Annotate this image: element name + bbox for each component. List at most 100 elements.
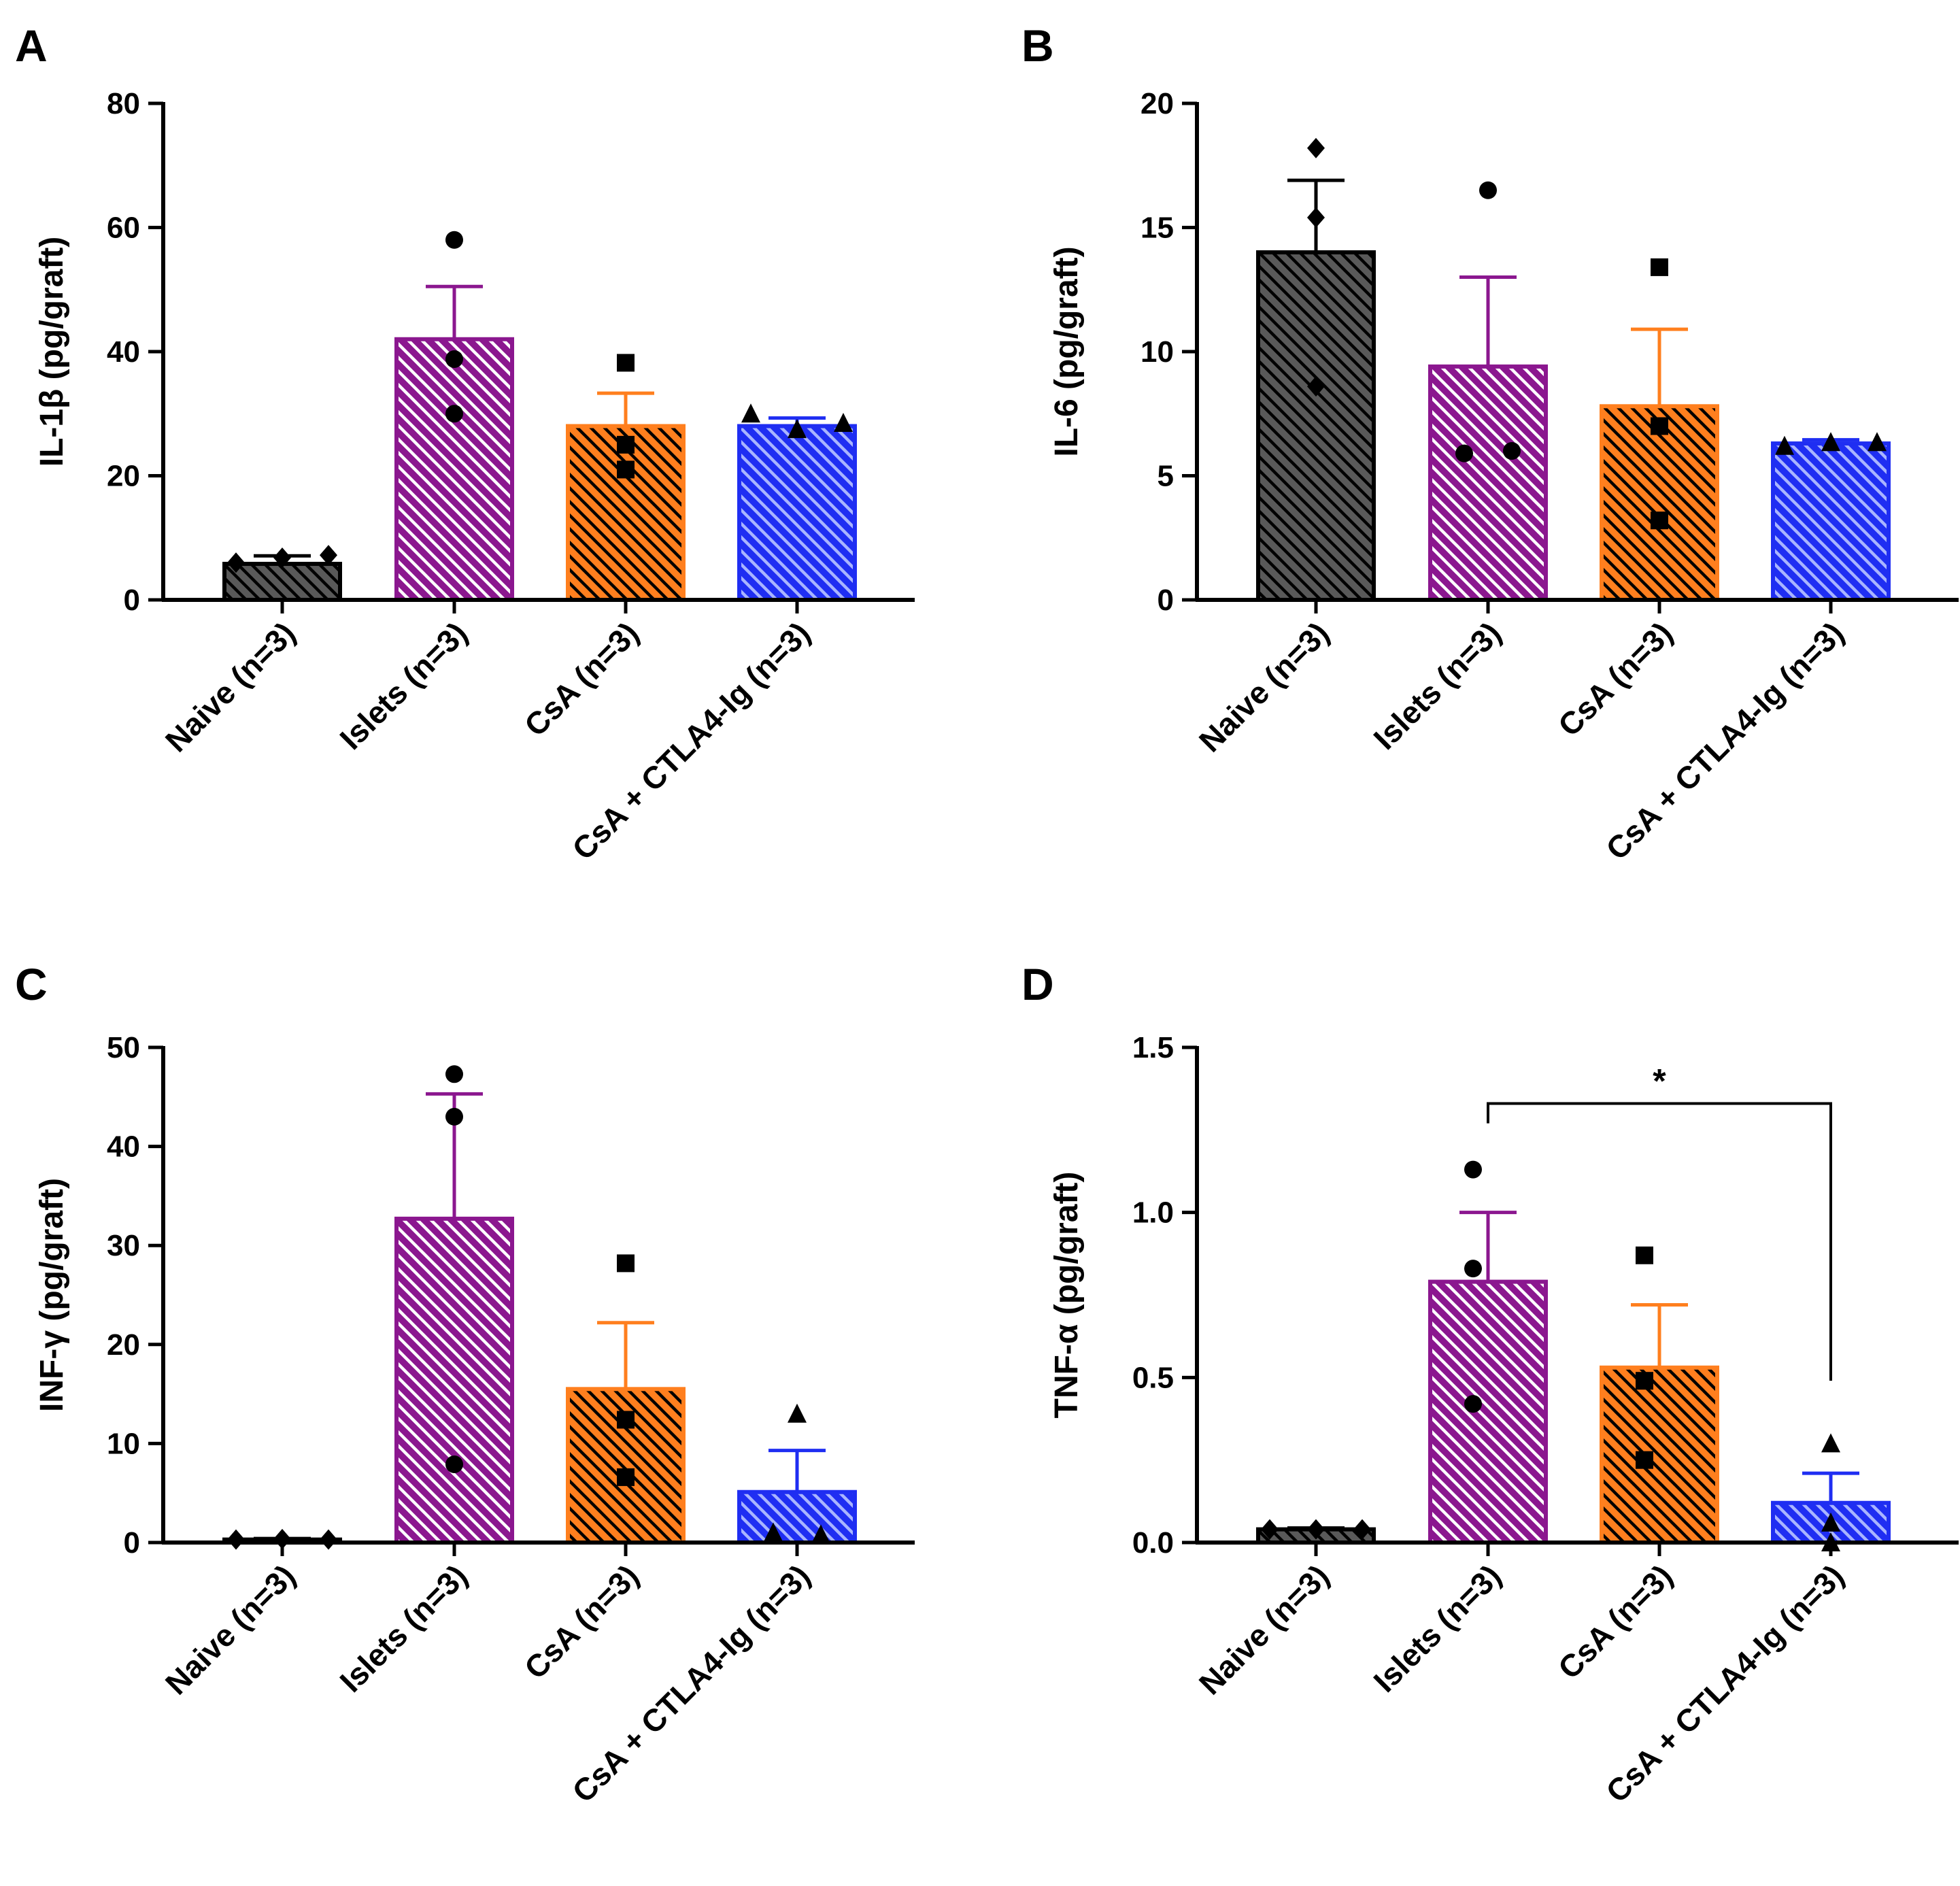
x-tick-label: CsA (n=3) — [518, 1557, 645, 1685]
data-point — [617, 1254, 635, 1273]
panel-letter: A — [15, 20, 48, 71]
x-tick-label: Islets (n=3) — [1366, 615, 1508, 756]
y-tick-label: 40 — [107, 1130, 140, 1164]
data-point — [617, 435, 635, 454]
x-tick-label: Naive (n=3) — [158, 615, 302, 758]
bar-1 — [394, 1216, 514, 1545]
data-point — [1464, 1160, 1482, 1179]
bar-1 — [1428, 1279, 1548, 1545]
x-tick-label: Naive (n=3) — [1192, 1557, 1336, 1701]
x-tick-label: CsA (n=3) — [518, 615, 645, 743]
bar-3 — [737, 1489, 857, 1545]
y-tick-label: 0.0 — [1132, 1526, 1174, 1560]
data-point — [1464, 1395, 1482, 1413]
y-axis-title: TNF-α (pg/graft) — [1049, 1172, 1085, 1419]
y-tick-label: 20 — [1140, 87, 1174, 120]
data-point — [788, 419, 807, 439]
y-tick-label: 0 — [1158, 584, 1174, 617]
data-point — [445, 1065, 463, 1083]
data-point — [1868, 432, 1887, 452]
x-tick-label: Islets (n=3) — [1366, 1557, 1508, 1699]
data-point — [445, 1455, 463, 1473]
x-tick-label: Islets (n=3) — [333, 615, 474, 756]
y-tick-label: 40 — [107, 335, 140, 369]
y-tick-label: 30 — [107, 1229, 140, 1262]
panel-b: B IL-6 (pg/graft) Naive (n=3) Islets (n=3) C… — [1021, 20, 1959, 866]
y-tick-label: 20 — [107, 460, 140, 493]
data-point — [811, 1524, 830, 1544]
data-point — [617, 354, 635, 372]
bar-2 — [566, 424, 686, 602]
bar-0 — [222, 562, 342, 603]
data-point — [741, 403, 760, 423]
significance-bracket — [1487, 1102, 1832, 1381]
data-point — [1651, 258, 1668, 276]
data-point — [227, 552, 245, 573]
data-point — [1821, 1512, 1840, 1532]
bar-2 — [1600, 1365, 1719, 1545]
x-tick-label: Naive (n=3) — [158, 1557, 302, 1701]
y-tick-label: 1.0 — [1132, 1196, 1174, 1230]
data-point — [1821, 432, 1840, 452]
data-point — [1636, 1372, 1653, 1390]
data-point — [1307, 137, 1325, 158]
panel-c: C INF-γ (pg/graft) Naive (n=3) Islets (n=3)… — [15, 959, 915, 1809]
y-tick-label: 5 — [1158, 460, 1174, 493]
data-point — [1651, 511, 1668, 530]
data-point — [445, 350, 463, 368]
data-point — [227, 1529, 245, 1550]
data-point — [834, 412, 853, 432]
data-point — [445, 231, 463, 249]
data-point — [1353, 1519, 1371, 1540]
data-point — [273, 547, 291, 568]
bar-3 — [737, 424, 857, 602]
panel-letter: D — [1021, 959, 1054, 1009]
bar-1 — [394, 337, 514, 602]
x-tick-label: CsA (n=3) — [1551, 615, 1679, 743]
x-tick-label: Naive (n=3) — [1192, 615, 1336, 758]
y-tick-label: 80 — [107, 87, 140, 120]
y-tick-label: 1.5 — [1132, 1031, 1174, 1064]
panel-letter: C — [15, 959, 48, 1009]
data-point — [1775, 435, 1794, 455]
bar-1 — [1428, 364, 1548, 603]
y-tick-label: 0 — [124, 1526, 140, 1560]
panel-d: D TNF-α (pg/graft) Naive (n=3) Islets (n=3)… — [1021, 959, 1959, 1809]
data-point — [1307, 1519, 1325, 1540]
y-axis-title: IL-1β (pg/graft) — [34, 237, 70, 467]
bar-0 — [1256, 250, 1376, 602]
data-point — [1464, 1260, 1482, 1278]
data-point — [1636, 1246, 1653, 1264]
bar-2 — [1600, 404, 1719, 602]
data-point — [1307, 207, 1325, 228]
data-point — [1821, 1433, 1840, 1453]
y-axis-title: IL-6 (pg/graft) — [1049, 246, 1085, 456]
data-point — [445, 405, 463, 423]
y-tick-label: 10 — [1140, 335, 1174, 369]
y-tick-label: 20 — [107, 1328, 140, 1362]
data-point — [617, 460, 635, 479]
data-point — [1455, 444, 1473, 462]
x-tick-label: Islets (n=3) — [333, 1557, 474, 1699]
data-point — [320, 545, 337, 566]
data-point — [1307, 376, 1325, 397]
data-point — [617, 1468, 635, 1486]
data-point — [764, 1522, 783, 1542]
y-tick-label: 0 — [124, 584, 140, 617]
data-point — [1479, 181, 1497, 199]
data-point — [1636, 1451, 1653, 1469]
data-point — [788, 1403, 807, 1423]
x-tick-label: CsA (n=3) — [1551, 1557, 1679, 1685]
data-point — [320, 1529, 337, 1550]
y-axis-title: INF-γ (pg/graft) — [34, 1178, 70, 1412]
data-point — [1261, 1519, 1279, 1540]
panel-letter: B — [1021, 20, 1054, 71]
y-tick-label: 50 — [107, 1031, 140, 1064]
y-tick-label: 15 — [1140, 212, 1174, 245]
panel-a: A IL-1β (pg/graft) Naive (n=3) Islets (n=3)… — [15, 20, 915, 866]
data-point — [1503, 442, 1521, 460]
data-point — [617, 1411, 635, 1429]
significance-label: * — [1653, 1062, 1666, 1100]
